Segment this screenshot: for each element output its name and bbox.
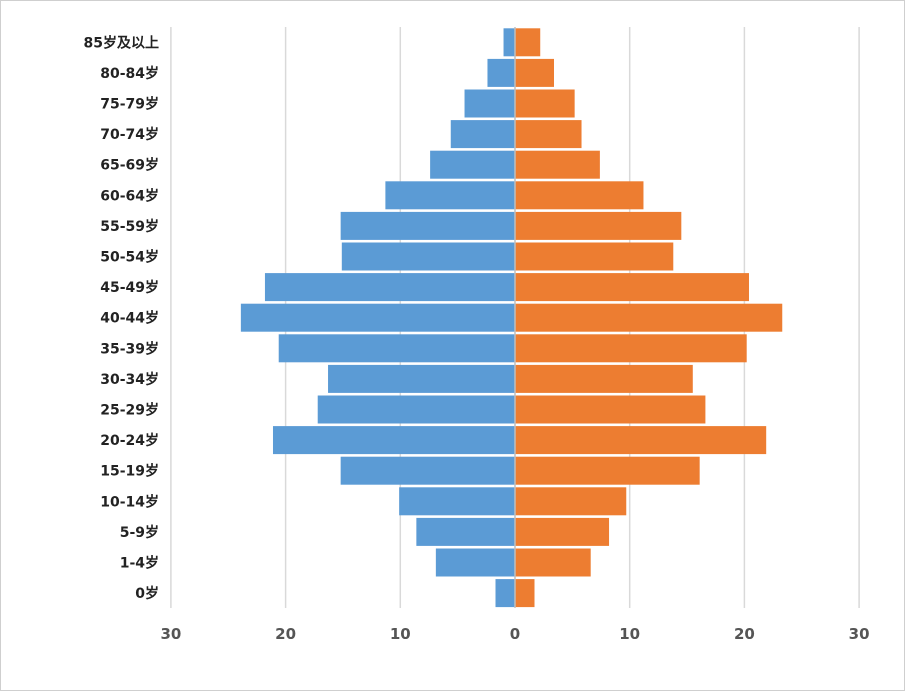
- bar-right: [515, 426, 767, 455]
- x-tick-label: 20: [275, 625, 296, 643]
- category-label: 85岁及以上: [84, 34, 159, 51]
- category-label: 5-9岁: [120, 524, 159, 541]
- bar-left: [503, 28, 515, 57]
- bar-left: [340, 211, 515, 240]
- bar-right: [515, 487, 627, 516]
- category-label: 20-24岁: [100, 432, 159, 449]
- bar-right: [515, 334, 747, 363]
- bar-left: [416, 517, 515, 546]
- category-label: 1-4岁: [120, 555, 159, 572]
- category-label: 60-64岁: [100, 187, 159, 204]
- category-label: 65-69岁: [100, 157, 159, 174]
- x-tick-label: 10: [619, 625, 640, 643]
- category-label: 70-74岁: [100, 126, 159, 143]
- bar-left: [340, 456, 515, 485]
- x-tick-label: 30: [849, 625, 870, 643]
- bar-left: [399, 487, 515, 516]
- bar-right: [515, 89, 575, 118]
- bar-left: [450, 120, 515, 149]
- bar-left: [272, 426, 515, 455]
- category-label: 25-29岁: [100, 402, 159, 419]
- category-labels: 85岁及以上 80-84岁 75-79岁 70-74岁 65-69岁 60-64岁 55-5…: [84, 34, 159, 602]
- bar-left: [435, 548, 515, 577]
- bar-left: [278, 334, 515, 363]
- bar-right: [515, 303, 783, 332]
- category-label: 75-79岁: [100, 96, 159, 113]
- bar-right: [515, 273, 749, 302]
- x-tick-label: 0: [510, 625, 520, 643]
- bar-right: [515, 395, 706, 424]
- bar-right: [515, 579, 535, 608]
- bar-right: [515, 456, 700, 485]
- bar-right: [515, 150, 600, 179]
- category-label: 35-39岁: [100, 340, 159, 357]
- bar-left: [240, 303, 515, 332]
- category-label: 10-14岁: [100, 493, 159, 510]
- bar-right: [515, 211, 682, 240]
- bar-right: [515, 28, 541, 57]
- x-tick-label: 20: [734, 625, 755, 643]
- category-label: 30-34岁: [100, 371, 159, 388]
- category-label: 50-54岁: [100, 249, 159, 266]
- x-tick-labels: 30 20 10 0 10 20 30: [160, 625, 869, 643]
- bar-left: [487, 58, 515, 87]
- bar-right: [515, 120, 582, 149]
- x-tick-label: 10: [390, 625, 411, 643]
- bar-left: [341, 242, 515, 271]
- bar-left: [464, 89, 515, 118]
- category-label: 15-19岁: [100, 463, 159, 480]
- bar-right: [515, 364, 693, 393]
- bar-right: [515, 548, 591, 577]
- bar-left: [317, 395, 515, 424]
- category-label: 0岁: [135, 585, 159, 602]
- category-label: 55-59岁: [100, 218, 159, 235]
- category-label: 80-84岁: [100, 65, 159, 82]
- bar-right: [515, 58, 554, 87]
- bars: [240, 28, 783, 608]
- bar-left: [385, 181, 515, 210]
- x-tick-label: 30: [160, 625, 181, 643]
- bar-left: [495, 579, 515, 608]
- bar-left: [328, 364, 515, 393]
- bar-left: [430, 150, 515, 179]
- bar-left: [264, 273, 515, 302]
- bar-right: [515, 517, 610, 546]
- category-label: 45-49岁: [100, 279, 159, 296]
- bar-right: [515, 242, 674, 271]
- category-label: 40-44岁: [100, 310, 159, 327]
- bar-right: [515, 181, 644, 210]
